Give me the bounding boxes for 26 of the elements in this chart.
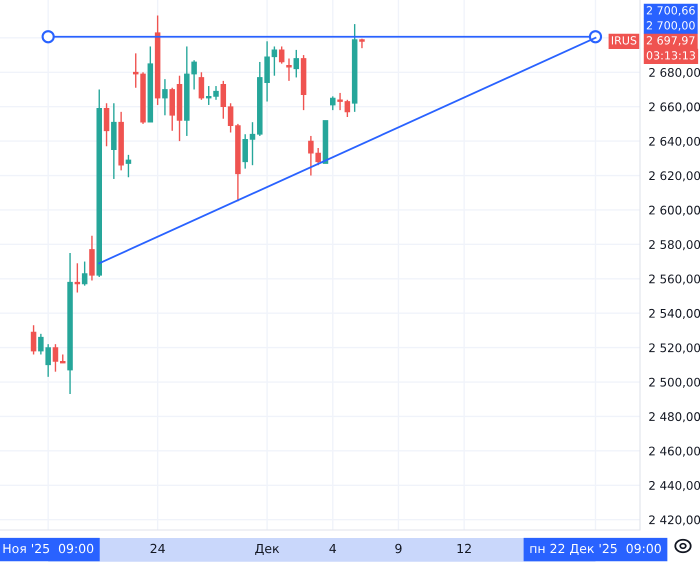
y-tick-label: 2 460,00 [649, 446, 700, 457]
text: 03:13:13 [646, 51, 696, 60]
y-tick-label: 2 660,00 [649, 102, 700, 113]
y-tick-label: 2 560,00 [649, 274, 700, 285]
x-tick-label: Дек [255, 544, 280, 556]
x-tick-label: 9 [395, 544, 402, 554]
y-tick-label: 2 580,00 [649, 240, 700, 250]
y-tick-label: 2 640,00 [649, 136, 700, 147]
x-tick-label: 12 [458, 544, 471, 554]
x-tick-label: 4 [329, 544, 336, 554]
text: 2 700,00 [646, 21, 695, 31]
y-tick-label: 2 500,00 [649, 378, 700, 388]
y-tick-label: 2 600,00 [649, 206, 700, 216]
y-tick-label: 2 480,00 [649, 412, 700, 422]
y-tick-label: 2 620,00 [649, 171, 700, 182]
y-tick-label: 2 420,00 [649, 515, 700, 526]
text: 2 700,66 [646, 6, 695, 16]
x-tick-label: Ноя '25 09:00 [3, 544, 94, 554]
x-tick-label: 24 [150, 544, 165, 554]
y-tick-label: 2 520,00 [649, 343, 700, 354]
y-tick-label: 2 440,00 [649, 480, 700, 492]
x-tick-label: пн 22 Дек '25 09:00 [530, 544, 661, 556]
text: 2 697,97 [646, 36, 695, 46]
y-tick-label: 2 540,00 [649, 308, 700, 320]
y-tick-label: 2 680,00 [649, 68, 700, 78]
annotation: IRUS [612, 36, 636, 45]
